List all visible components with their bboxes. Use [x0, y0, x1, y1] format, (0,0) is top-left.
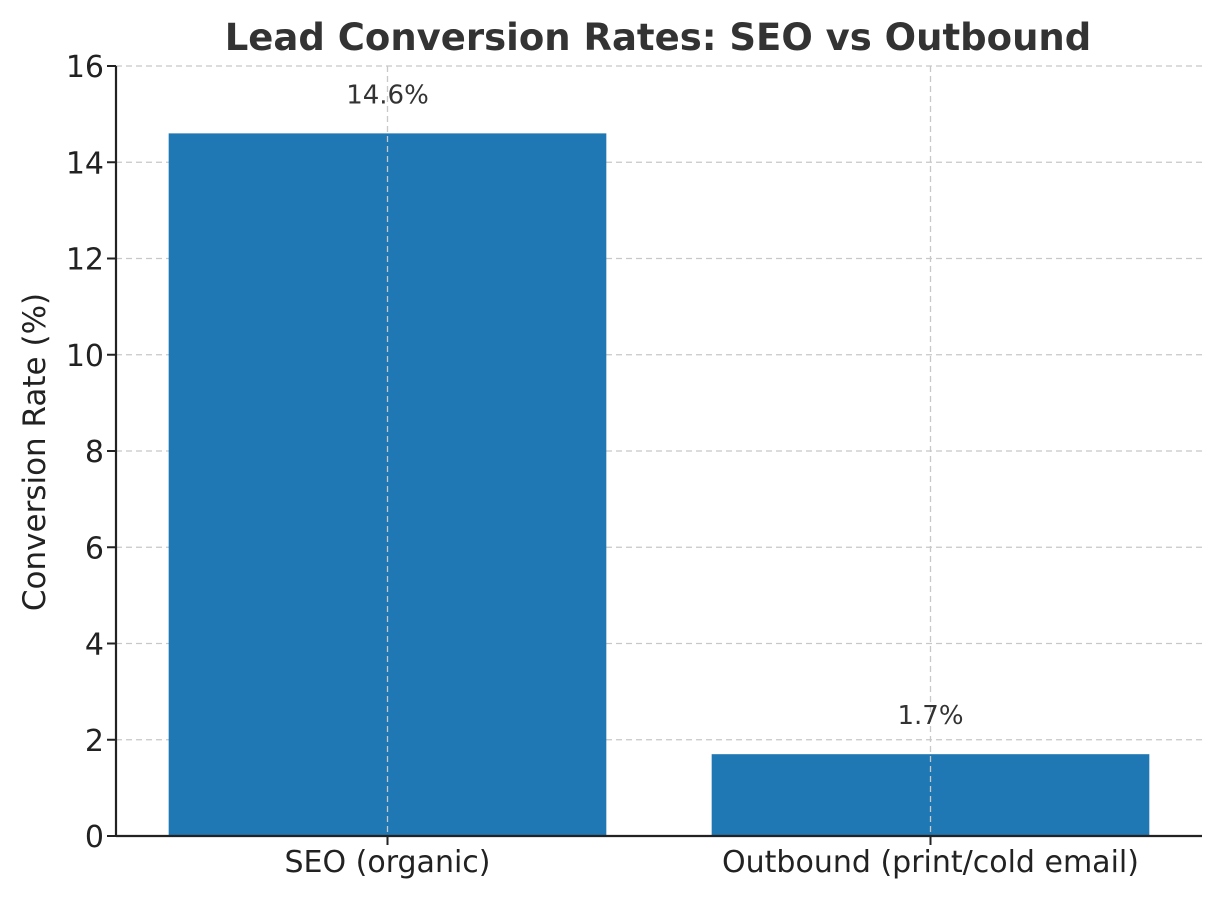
ticks: 0 2 4 6 8 10 12 14 16 SEO (organic) Outbound (prin… — [66, 50, 1139, 880]
y-tick-label: 4 — [85, 628, 104, 663]
y-tick-label: 0 — [85, 820, 104, 855]
x-tick-label: Outbound (print/cold email) — [722, 845, 1139, 880]
y-tick-label: 2 — [85, 724, 104, 759]
y-tick-label: 8 — [85, 435, 104, 470]
y-axis-label: Conversion Rate (%) — [17, 293, 53, 611]
y-tick-label: 6 — [85, 531, 104, 566]
y-tick-label: 14 — [66, 146, 104, 181]
bar-value-label: 14.6% — [346, 80, 429, 110]
y-tick-label: 10 — [66, 339, 104, 374]
chart-title: Lead Conversion Rates: SEO vs Outbound — [225, 16, 1092, 59]
y-tick-label: 16 — [66, 50, 104, 85]
bars — [168, 133, 1150, 836]
data-labels: 14.6% 1.7% — [346, 80, 963, 731]
x-tick-label: SEO (organic) — [285, 845, 491, 880]
y-tick-label: 12 — [66, 243, 104, 278]
bar-value-label: 1.7% — [897, 701, 963, 731]
vertical-grid — [386, 66, 932, 836]
